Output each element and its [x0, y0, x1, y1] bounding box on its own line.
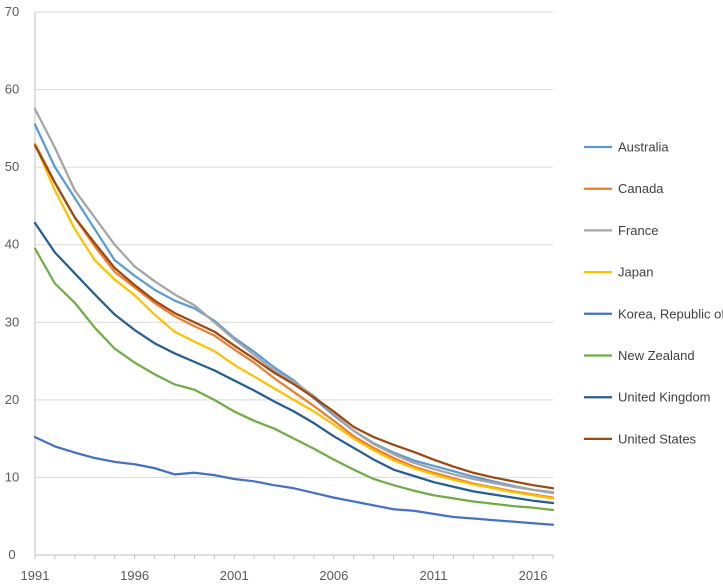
series-line-new-zealand	[33, 247, 555, 512]
legend-label-france: France	[618, 223, 658, 238]
x-tick-label: 2001	[220, 568, 249, 583]
series-line-japan	[33, 142, 555, 500]
y-tick-label: 50	[5, 159, 19, 174]
series-line-united-kingdom	[33, 221, 555, 505]
legend: Australia Canada France Japan Korea, Republi…	[584, 140, 723, 446]
series-line-france	[33, 107, 555, 494]
axes: 0 10 20 30 40 50 60 70 1991 1996 2001 2006 2011 2016	[5, 4, 554, 583]
series-line-australia	[33, 123, 555, 495]
y-tick-label: 70	[5, 4, 19, 19]
series-line-korea-republic-of	[33, 435, 555, 526]
series-lines	[33, 107, 555, 526]
legend-label-australia: Australia	[618, 140, 669, 155]
y-tick-label: 20	[5, 392, 19, 407]
gridlines	[35, 11, 553, 478]
x-tick-label: 2016	[519, 568, 548, 583]
y-tick-label: 30	[5, 314, 19, 329]
x-tick-label: 2006	[319, 568, 348, 583]
x-tick-label: 1991	[21, 568, 50, 583]
series-line-united-states	[33, 144, 555, 490]
legend-label-united-kingdom: United Kingdom	[618, 390, 711, 405]
y-tick-label: 40	[5, 237, 19, 252]
x-tick-label: 1996	[120, 568, 149, 583]
legend-label-united-states: United States	[618, 431, 697, 446]
legend-label-canada: Canada	[618, 181, 664, 196]
legend-label-japan: Japan	[618, 265, 653, 280]
y-tick-label: 0	[8, 547, 15, 562]
y-tick-label: 10	[5, 469, 19, 484]
legend-label-korea-republic-of: Korea, Republic of	[618, 306, 723, 321]
y-tick-label: 60	[5, 82, 19, 97]
x-tick-label: 2011	[419, 568, 447, 583]
series-line-canada	[33, 142, 555, 499]
legend-label-new-zealand: New Zealand	[618, 348, 695, 363]
